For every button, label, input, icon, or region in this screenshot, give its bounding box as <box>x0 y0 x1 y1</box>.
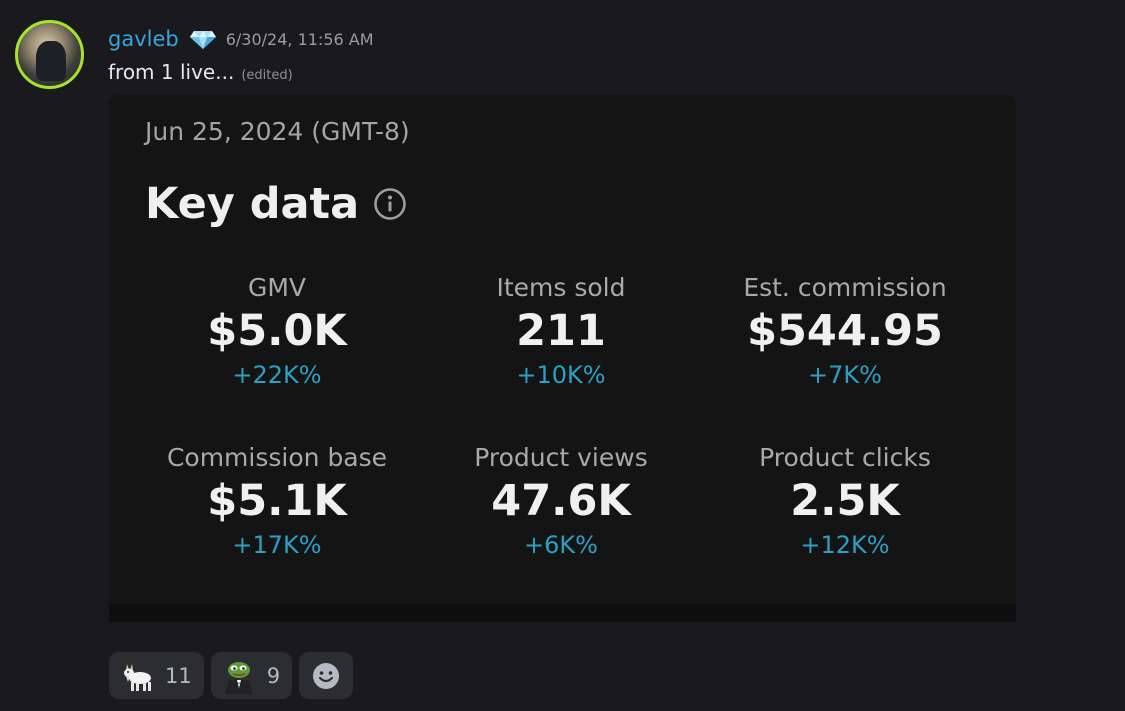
avatar-sparkle-icon <box>20 75 32 86</box>
metric-label: Commission base <box>166 443 388 472</box>
edited-label[interactable]: (edited) <box>241 68 293 83</box>
reaction-goat[interactable]: 11 <box>109 652 204 699</box>
reaction-count: 9 <box>266 663 281 688</box>
metric-delta: +10K% <box>516 361 606 389</box>
metric-commission-base: Commission base $5.1K +17K% <box>127 442 427 562</box>
metric-delta: +7K% <box>808 361 882 389</box>
metric-value: $5.1K <box>207 476 347 526</box>
metric-delta: +6K% <box>524 531 598 559</box>
metric-label: Est. commission <box>743 273 947 302</box>
metric-label: GMV <box>247 273 307 302</box>
divider <box>109 604 1016 622</box>
metric-value: 211 <box>516 306 606 356</box>
metric-items-sold: Items sold 211 +10K% <box>411 272 711 392</box>
goat-emoji-icon <box>124 663 151 691</box>
username[interactable]: gavleb <box>108 27 179 51</box>
metric-value: $544.95 <box>747 306 943 356</box>
metric-gmv: GMV $5.0K +22K% <box>127 272 427 392</box>
metric-label: Product views <box>474 443 648 472</box>
reaction-pepe[interactable]: 9 <box>210 652 293 699</box>
message-text: from 1 live... <box>108 60 235 84</box>
metric-label: Product clicks <box>759 443 931 472</box>
add-reaction-button[interactable] <box>299 652 354 699</box>
message-timestamp[interactable]: 6/30/24, 11:56 AM <box>225 29 374 49</box>
metric-value: 2.5K <box>790 476 900 526</box>
metric-label: Items sold <box>496 273 626 302</box>
info-circle-icon <box>374 188 406 220</box>
diamond-badge-icon[interactable] <box>189 27 217 51</box>
divider <box>109 622 1016 636</box>
metric-delta: +17K% <box>232 531 322 559</box>
metric-delta: +12K% <box>800 531 890 559</box>
pepe-tuxedo-emoji-icon <box>224 661 253 694</box>
reactions-bar: 11 9 <box>109 652 354 699</box>
image-attachment[interactable]: Jun 25, 2024 (GMT-8) Key data GMV $5.0K … <box>109 95 1016 636</box>
smiley-add-reaction-icon <box>313 662 340 689</box>
message-header: gavleb 6/30/24, 11:56 AM <box>108 26 374 52</box>
metric-value: 47.6K <box>491 476 631 526</box>
metric-product-clicks: Product clicks 2.5K +12K% <box>695 442 995 562</box>
metric-product-views: Product views 47.6K +6K% <box>411 442 711 562</box>
report-date: Jun 25, 2024 (GMT-8) <box>145 117 410 146</box>
key-data-title: Key data <box>145 179 360 229</box>
metric-value: $5.0K <box>207 306 347 356</box>
metric-delta: +22K% <box>232 361 322 389</box>
avatar-figure <box>36 41 66 81</box>
metric-est-commission: Est. commission $544.95 +7K% <box>695 272 995 392</box>
user-avatar[interactable] <box>15 20 84 89</box>
message-content: from 1 live... (edited) <box>108 60 293 84</box>
title-row: Key data <box>145 179 407 229</box>
reaction-count: 11 <box>165 663 192 688</box>
avatar-sparkle-icon <box>70 25 81 37</box>
